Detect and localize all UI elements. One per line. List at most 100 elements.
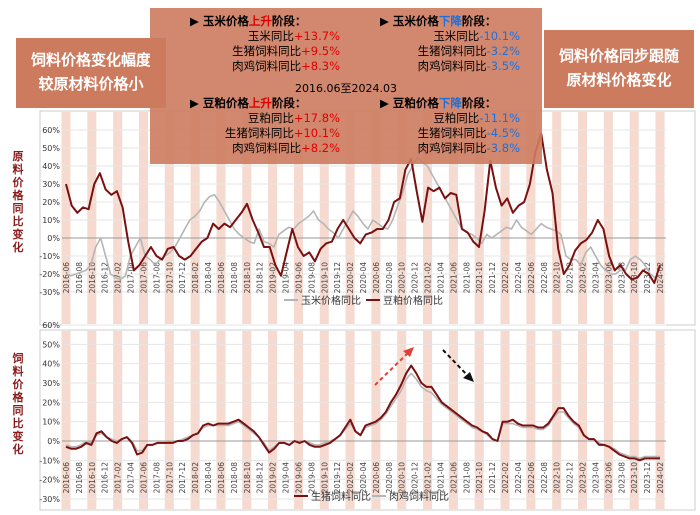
rising-arrow: [374, 350, 411, 386]
shading-band: [138, 112, 148, 324]
x-tick-label: 2022-06: [527, 462, 536, 494]
shading-band: [164, 331, 174, 509]
x-tick-label: 2021-10: [475, 462, 484, 494]
y-tick-label: -10%: [39, 252, 60, 261]
y-tick-label: 0%: [47, 437, 60, 446]
bottom-legend: 生猪饲料同比 肉鸡饲料同比: [294, 490, 449, 503]
x-tick-label: 2020-08: [385, 262, 394, 294]
corn-up-row: 玉米同比+13.7%: [247, 29, 340, 43]
shading-band: [629, 112, 639, 324]
shading-band: [500, 331, 510, 509]
x-tick-label: 2018-04: [204, 462, 213, 494]
x-tick-label: 2021-04: [436, 262, 445, 294]
meal-down-row: 生猪饲料同比-4.5%: [417, 126, 520, 140]
y-tick-label: 40%: [42, 360, 60, 369]
shading-band: [526, 112, 536, 324]
right-callout-box: 饲料价格同步跟随 原材料价格变化: [544, 30, 694, 108]
shading-band: [603, 112, 613, 324]
x-tick-label: 2023-10: [630, 462, 639, 494]
shading-band: [397, 331, 407, 509]
shading-band: [138, 331, 148, 509]
x-tick-label: 2022-02: [501, 462, 510, 494]
x-tick-label: 2019-12: [333, 262, 342, 294]
x-tick-label: 2021-04: [436, 462, 445, 494]
bottom-shading-bands: [61, 331, 665, 509]
y-tick-label: 30%: [42, 379, 60, 388]
y-tick-label: -20%: [39, 270, 60, 279]
bottom-axis-label: 饲料价格同比变化: [12, 352, 24, 456]
x-tick-label: 2019-02: [269, 262, 278, 294]
shading-band: [268, 112, 278, 324]
x-tick-label: 2017-06: [139, 462, 148, 494]
x-tick-label: 2020-10: [398, 262, 407, 294]
x-tick-label: 2020-06: [372, 262, 381, 294]
shading-band: [61, 331, 71, 509]
shading-band: [603, 331, 613, 509]
x-tick-label: 2018-08: [230, 462, 239, 494]
corn-down-row: 肉鸡饲料同比-3.5%: [417, 59, 520, 73]
y-tick-label: -30%: [39, 288, 60, 297]
shading-band: [500, 112, 510, 324]
x-tick-label: 2023-12: [643, 262, 652, 294]
x-tick-label: 2021-06: [449, 462, 458, 494]
shading-band: [190, 112, 200, 324]
y-tick-label: 0%: [47, 234, 60, 243]
x-tick-label: 2016-12: [101, 262, 110, 294]
meal-up-row: 豆粕同比+17.8%: [247, 111, 340, 125]
meal-up-row: 肉鸡饲料同比+8.2%: [232, 141, 340, 155]
x-tick-label: 2021-08: [462, 462, 471, 494]
shading-band: [87, 331, 97, 509]
meal-down-row: 肉鸡饲料同比-3.8%: [417, 141, 520, 155]
x-tick-label: 2022-10: [553, 462, 562, 494]
x-tick-label: 2017-12: [178, 262, 187, 294]
x-tick-label: 2024-02: [656, 262, 665, 294]
shading-band: [474, 331, 484, 509]
shading-band: [113, 112, 123, 324]
shading-band: [164, 112, 174, 324]
meal-down-title: ▶ 豆粕价格下降阶段：: [380, 96, 497, 110]
x-tick-label: 2019-04: [282, 262, 291, 294]
x-tick-label: 2019-12: [333, 462, 342, 494]
x-tick-label: 2020-06: [372, 462, 381, 494]
x-tick-label: 2016-08: [75, 462, 84, 494]
corn-down-row: 生猪饲料同比-3.2%: [417, 44, 520, 58]
x-tick-label: 2022-08: [540, 462, 549, 494]
x-tick-label: 2019-08: [307, 462, 316, 494]
shading-band: [578, 331, 588, 509]
x-tick-label: 2019-02: [269, 462, 278, 494]
y-tick-label: 60%: [42, 126, 60, 135]
x-tick-label: 2017-10: [165, 262, 174, 294]
shading-band: [474, 112, 484, 324]
legend-label-chicken: 肉鸡饲料同比: [389, 490, 449, 503]
x-tick-label: 2021-12: [488, 262, 497, 294]
x-tick-label: 2017-02: [114, 462, 123, 494]
bottom-panel-frame: [39, 329, 696, 511]
shading-band: [423, 331, 433, 509]
shading-band: [242, 331, 252, 509]
shading-band: [113, 331, 123, 509]
shading-band: [526, 331, 536, 509]
y-tick-label: 20%: [42, 398, 60, 407]
y-tick-label: 60%: [42, 321, 60, 330]
x-tick-label: 2023-04: [591, 462, 600, 494]
x-tick-label: 2021-12: [488, 462, 497, 494]
x-tick-label: 2019-06: [294, 462, 303, 494]
bottom-series-lines: [65, 364, 660, 462]
y-tick-label: 10%: [42, 216, 60, 225]
shading-band: [61, 112, 71, 324]
shading-band: [448, 331, 458, 509]
shading-band: [578, 112, 588, 324]
stats-overlay: ▶ 玉米价格上升阶段： 玉米同比+13.7% 生猪饲料同比+9.5% 肉鸡饲料同…: [150, 8, 542, 164]
x-tick-label: 2020-02: [346, 462, 355, 494]
x-tick-label: 2022-12: [566, 462, 575, 494]
x-tick-label: 2016-10: [88, 262, 97, 294]
y-tick-label: 30%: [42, 180, 60, 189]
rising-arrowhead: [403, 347, 414, 357]
corn-up-row: 生猪饲料同比+9.5%: [232, 44, 340, 58]
x-tick-label: 2019-10: [320, 462, 329, 494]
shading-band: [448, 112, 458, 324]
corn-down-row: 玉米同比-10.1%: [433, 29, 520, 43]
legend-label-meal: 豆粕价格同比: [383, 294, 443, 307]
top-shading-bands: [61, 112, 665, 324]
x-tick-label: 2024-02: [656, 462, 665, 494]
